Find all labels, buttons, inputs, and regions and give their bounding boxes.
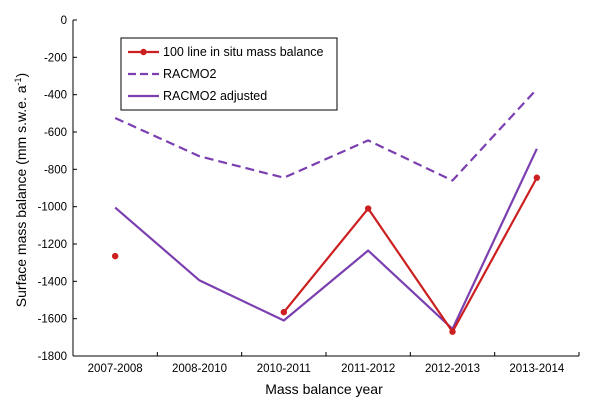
y-tick-label: -1600	[38, 314, 67, 326]
legend-marker	[140, 48, 147, 56]
x-tick-label: 2011-2012	[341, 363, 395, 375]
legend-label: RACMO2 adjusted	[163, 89, 267, 103]
series-layer	[111, 88, 541, 335]
y-tick-label: -800	[44, 164, 67, 176]
data-point	[111, 252, 119, 260]
data-point	[364, 205, 372, 212]
y-tick-label: -200	[44, 52, 67, 64]
x-tick-label: 2010-2011	[257, 363, 311, 375]
series-line	[114, 148, 538, 331]
legend-label: 100 line in situ mass balance	[163, 45, 324, 59]
y-tick-label: -600	[44, 127, 67, 139]
y-tick-label: -1400	[38, 276, 67, 288]
series-line	[114, 88, 538, 182]
y-tick-label: -400	[44, 90, 67, 102]
y-tick-label: -1000	[38, 202, 67, 214]
x-tick-label: 2013-2014	[509, 363, 565, 375]
data-point	[449, 328, 456, 335]
y-tick-label: 0	[61, 15, 67, 27]
x-axis-title: Mass balance year	[265, 381, 383, 397]
legend-label: RACMO2	[163, 67, 217, 81]
x-tick-label: 2007-2008	[88, 363, 143, 375]
y-tick-label: -1800	[38, 351, 67, 363]
data-point	[280, 308, 288, 316]
series-line	[282, 177, 538, 333]
data-point	[533, 174, 541, 181]
x-tick-label: 2012-2013	[425, 363, 480, 375]
legend: 100 line in situ mass balance RACMO2 RACMO…	[120, 37, 338, 111]
x-tick-label: 2008-2010	[172, 363, 227, 375]
axes: 0 -200 -400 -600 -800 -1000 -1200 -1400 -1600 -18…	[38, 15, 580, 375]
y-tick-label: -1200	[38, 239, 67, 251]
y-axis-title: Surface mass balance (mm s.w.e. a-1)	[13, 73, 29, 307]
